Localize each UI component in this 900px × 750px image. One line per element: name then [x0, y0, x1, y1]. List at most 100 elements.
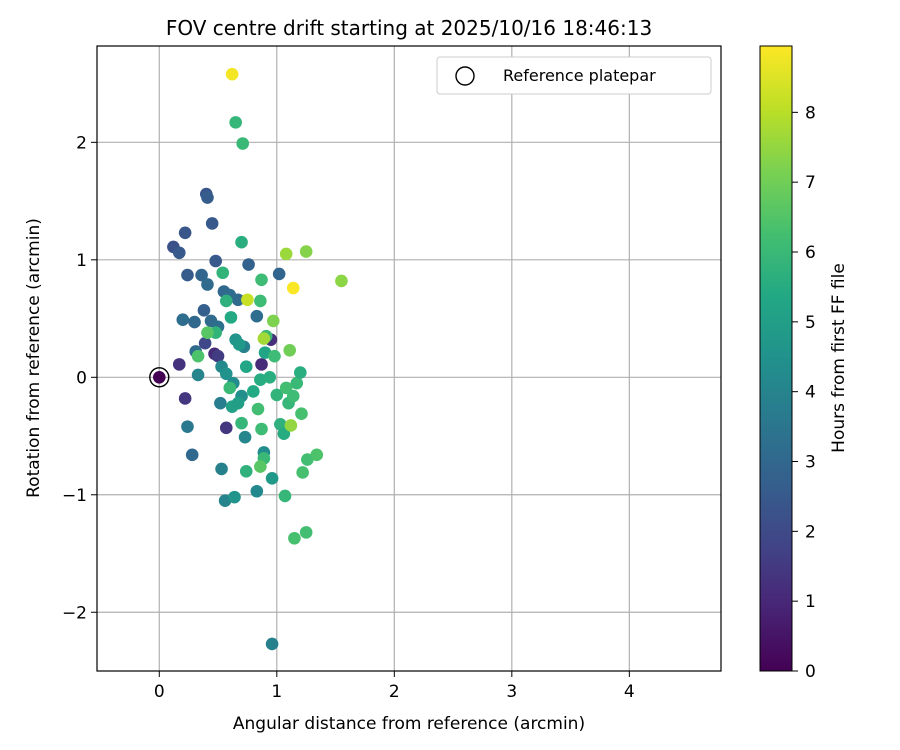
- data-point: [295, 407, 308, 421]
- data-point: [191, 349, 205, 363]
- legend-entry-reference: Reference platepar: [503, 66, 656, 85]
- data-point: [176, 313, 190, 327]
- data-point: [278, 489, 292, 503]
- legend-box: [436, 56, 712, 95]
- x-tick-label: 4: [624, 682, 635, 702]
- data-point: [265, 637, 279, 651]
- data-point: [172, 358, 186, 371]
- data-point: [265, 472, 279, 485]
- data-point: [231, 396, 245, 410]
- data-point: [235, 416, 248, 430]
- data-point: [293, 366, 307, 379]
- data-points: [149, 67, 348, 651]
- data-point: [286, 389, 300, 403]
- data-point: [272, 267, 286, 281]
- data-point: [251, 402, 265, 416]
- data-point: [236, 137, 250, 150]
- data-point: [211, 349, 225, 363]
- data-point: [255, 273, 268, 287]
- data-point: [254, 294, 267, 308]
- x-axis-ticks: 0 1 2 3 4: [154, 671, 635, 702]
- data-point: [288, 531, 301, 545]
- x-tick-label: 0: [154, 682, 165, 702]
- data-point: [214, 396, 227, 410]
- data-point: [205, 217, 219, 230]
- data-point: [224, 311, 238, 324]
- data-point: [235, 235, 248, 249]
- data-point: [296, 466, 309, 479]
- colorbar-tick-label: 2: [805, 522, 816, 542]
- colorbar-tick-label: 1: [805, 592, 816, 612]
- data-point: [279, 247, 293, 261]
- data-point: [215, 462, 228, 476]
- data-point: [201, 191, 214, 204]
- data-point: [232, 338, 246, 351]
- data-point: [310, 448, 324, 462]
- data-point: [255, 358, 268, 371]
- colorbar-label: Hours from first FF file: [829, 263, 849, 453]
- data-point: [209, 254, 222, 268]
- y-tick-label: −1: [62, 486, 87, 506]
- data-point: [279, 381, 293, 395]
- data-point: [299, 526, 313, 539]
- legend-marker-reference: [455, 66, 475, 86]
- x-tick-label: 3: [506, 682, 517, 702]
- data-point: [254, 373, 267, 386]
- data-point: [197, 304, 211, 317]
- data-point: [188, 315, 201, 329]
- data-point: [172, 246, 186, 260]
- data-point: [223, 381, 237, 395]
- data-point: [178, 392, 192, 405]
- data-point: [231, 293, 245, 307]
- data-point: [219, 294, 233, 308]
- data-point: [250, 309, 264, 323]
- plot-frame: [96, 45, 722, 672]
- data-point: [178, 226, 192, 240]
- y-tick-label: 0: [76, 368, 87, 388]
- data-point: [219, 367, 233, 381]
- data-point: [191, 368, 205, 382]
- y-tick-label: 1: [76, 251, 87, 271]
- data-point: [216, 266, 230, 280]
- chart-title: FOV centre drift starting at 2025/10/16 …: [166, 16, 652, 40]
- data-point: [335, 274, 348, 288]
- colorbar-gradient: [760, 46, 792, 671]
- y-axis-label: Rotation from reference (arcmin): [24, 218, 44, 498]
- data-point: [283, 343, 297, 357]
- colorbar-tick-label: 6: [805, 243, 816, 263]
- data-point: [241, 293, 254, 307]
- data-point: [219, 421, 233, 435]
- colorbar-tick-label: 7: [805, 173, 816, 193]
- data-point: [257, 332, 271, 345]
- x-tick-label: 2: [389, 682, 400, 702]
- y-tick-label: 2: [76, 133, 87, 153]
- data-point: [181, 420, 194, 433]
- data-point: [250, 484, 264, 498]
- data-point: [201, 278, 214, 291]
- data-point: [263, 370, 277, 384]
- data-point: [290, 376, 304, 390]
- data-point: [239, 464, 253, 478]
- colorbar-tick-label: 4: [805, 383, 816, 403]
- data-point: [286, 281, 300, 295]
- colorbar: 0 1 2 3 4 5 6 7 8 Hours from first FF file: [759, 45, 849, 682]
- data-point: [284, 419, 298, 432]
- data-point: [181, 268, 194, 282]
- reference-platepar-marker: [149, 367, 170, 388]
- legend: Reference platepar: [436, 56, 712, 95]
- data-point: [152, 370, 166, 384]
- data-point: [238, 430, 252, 444]
- data-point: [185, 448, 199, 462]
- data-point: [266, 314, 280, 328]
- data-point: [268, 349, 281, 363]
- x-axis-label: Angular distance from reference (arcmin): [233, 714, 585, 734]
- colorbar-tick-label: 0: [805, 662, 816, 682]
- data-point: [255, 422, 268, 436]
- data-point: [195, 268, 208, 282]
- y-axis-ticks: −2 −1 0 1 2: [62, 133, 97, 623]
- data-point: [228, 490, 241, 504]
- colorbar-ticks: 0 1 2 3 4 5 6 7 8: [792, 103, 816, 682]
- data-point: [229, 116, 242, 129]
- data-point: [201, 326, 214, 339]
